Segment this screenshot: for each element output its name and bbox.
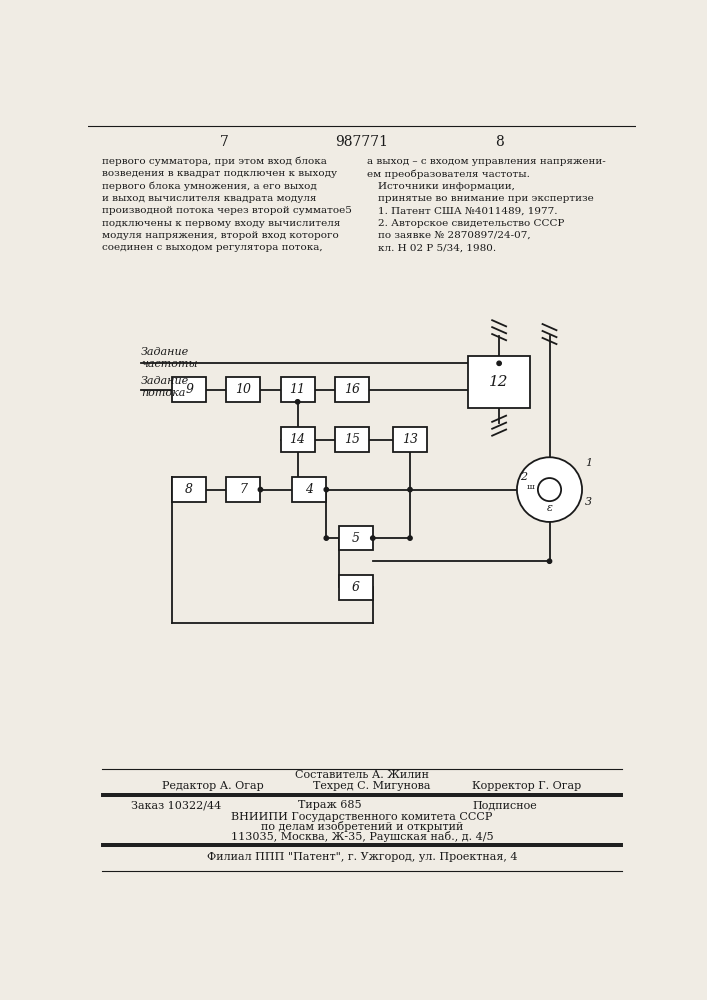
Text: 7: 7	[220, 135, 228, 149]
Text: Редактор А. Огар: Редактор А. Огар	[162, 781, 264, 791]
Bar	[281, 377, 315, 402]
Bar	[281, 427, 315, 452]
Circle shape	[324, 487, 329, 492]
Bar	[172, 477, 206, 502]
Text: модуля напряжения, второй вход которого: модуля напряжения, второй вход которого	[103, 231, 339, 240]
Circle shape	[324, 536, 329, 540]
Text: 9: 9	[185, 383, 193, 396]
Text: Корректор Г. Огар: Корректор Г. Огар	[472, 781, 581, 791]
Text: 8: 8	[185, 483, 193, 496]
Text: 11: 11	[290, 383, 305, 396]
Circle shape	[517, 457, 582, 522]
Text: Источники информации,: Источники информации,	[378, 182, 515, 191]
Circle shape	[408, 536, 412, 540]
Circle shape	[370, 536, 375, 540]
Text: 16: 16	[344, 383, 360, 396]
Circle shape	[258, 487, 262, 492]
Text: Тираж 685: Тираж 685	[298, 800, 361, 810]
Text: Составитель А. Жилин: Составитель А. Жилин	[295, 770, 429, 780]
Text: 6: 6	[352, 581, 360, 594]
Circle shape	[547, 559, 551, 563]
Text: 2. Авторское свидетельство СССР: 2. Авторское свидетельство СССР	[378, 219, 565, 228]
Circle shape	[538, 478, 561, 501]
Text: 113035, Москва, Ж-35, Раушская наб., д. 4/5: 113035, Москва, Ж-35, Раушская наб., д. …	[230, 831, 493, 842]
Text: производной потока через второй сумматое5: производной потока через второй сумматое…	[103, 206, 352, 215]
Text: Подписное: Подписное	[472, 800, 537, 810]
Text: 14: 14	[290, 433, 305, 446]
Text: кл. Н 02 Р 5/34, 1980.: кл. Н 02 Р 5/34, 1980.	[378, 243, 496, 252]
Text: ВНИИПИ Государственного комитета СССР: ВНИИПИ Государственного комитета СССР	[231, 812, 493, 822]
Text: 1. Патент США №4011489, 1977.: 1. Патент США №4011489, 1977.	[378, 206, 558, 215]
Text: 2: 2	[520, 472, 527, 482]
Text: 4: 4	[305, 483, 313, 496]
Text: ε: ε	[547, 503, 552, 513]
Text: Филиал ППП "Патент", г. Ужгород, ул. Проектная, 4: Филиал ППП "Патент", г. Ужгород, ул. Про…	[206, 852, 518, 862]
Bar	[339, 526, 373, 550]
Text: Задание
частоты: Задание частоты	[141, 347, 197, 369]
Circle shape	[296, 400, 300, 404]
Circle shape	[408, 487, 412, 492]
Text: 13: 13	[402, 433, 418, 446]
Text: Заказ 10322/44: Заказ 10322/44	[131, 800, 221, 810]
Text: 8: 8	[495, 135, 503, 149]
Text: по делам изобретений и открытий: по делам изобретений и открытий	[261, 821, 463, 832]
Bar	[292, 477, 327, 502]
Text: 5: 5	[352, 532, 360, 545]
Bar	[335, 377, 369, 402]
Text: 987771: 987771	[335, 135, 388, 149]
Text: подключены к первому входу вычислителя: подключены к первому входу вычислителя	[103, 219, 341, 228]
Text: 1: 1	[585, 458, 592, 468]
Text: 15: 15	[344, 433, 360, 446]
Text: первого блока умножения, а его выход: первого блока умножения, а его выход	[103, 182, 317, 191]
Text: принятые во внимание при экспертизе: принятые во внимание при экспертизе	[378, 194, 594, 203]
Text: Задание
потока: Задание потока	[141, 376, 189, 398]
Bar	[335, 427, 369, 452]
Text: соединен с выходом регулятора потока,: соединен с выходом регулятора потока,	[103, 243, 323, 252]
Text: 10: 10	[235, 383, 252, 396]
Bar	[393, 427, 427, 452]
Text: ем преобразователя частоты.: ем преобразователя частоты.	[368, 169, 530, 179]
Text: 7: 7	[240, 483, 247, 496]
Bar	[468, 356, 530, 408]
Bar	[226, 477, 260, 502]
Text: и выход вычислителя квадрата модуля: и выход вычислителя квадрата модуля	[103, 194, 317, 203]
Text: по заявке № 2870897/24-07,: по заявке № 2870897/24-07,	[378, 231, 531, 240]
Text: а выход – с входом управления напряжени-: а выход – с входом управления напряжени-	[368, 157, 606, 166]
Bar	[339, 575, 373, 600]
Bar	[172, 377, 206, 402]
Text: Техред С. Мигунова: Техред С. Мигунова	[313, 781, 431, 791]
Text: 3: 3	[585, 497, 592, 507]
Text: возведения в квадрат подключен к выходу: возведения в квадрат подключен к выходу	[103, 169, 337, 178]
Circle shape	[497, 361, 501, 365]
Text: ш: ш	[527, 483, 534, 491]
Bar	[226, 377, 260, 402]
Text: 12: 12	[489, 375, 509, 389]
Text: первого сумматора, при этом вход блока: первого сумматора, при этом вход блока	[103, 157, 327, 166]
